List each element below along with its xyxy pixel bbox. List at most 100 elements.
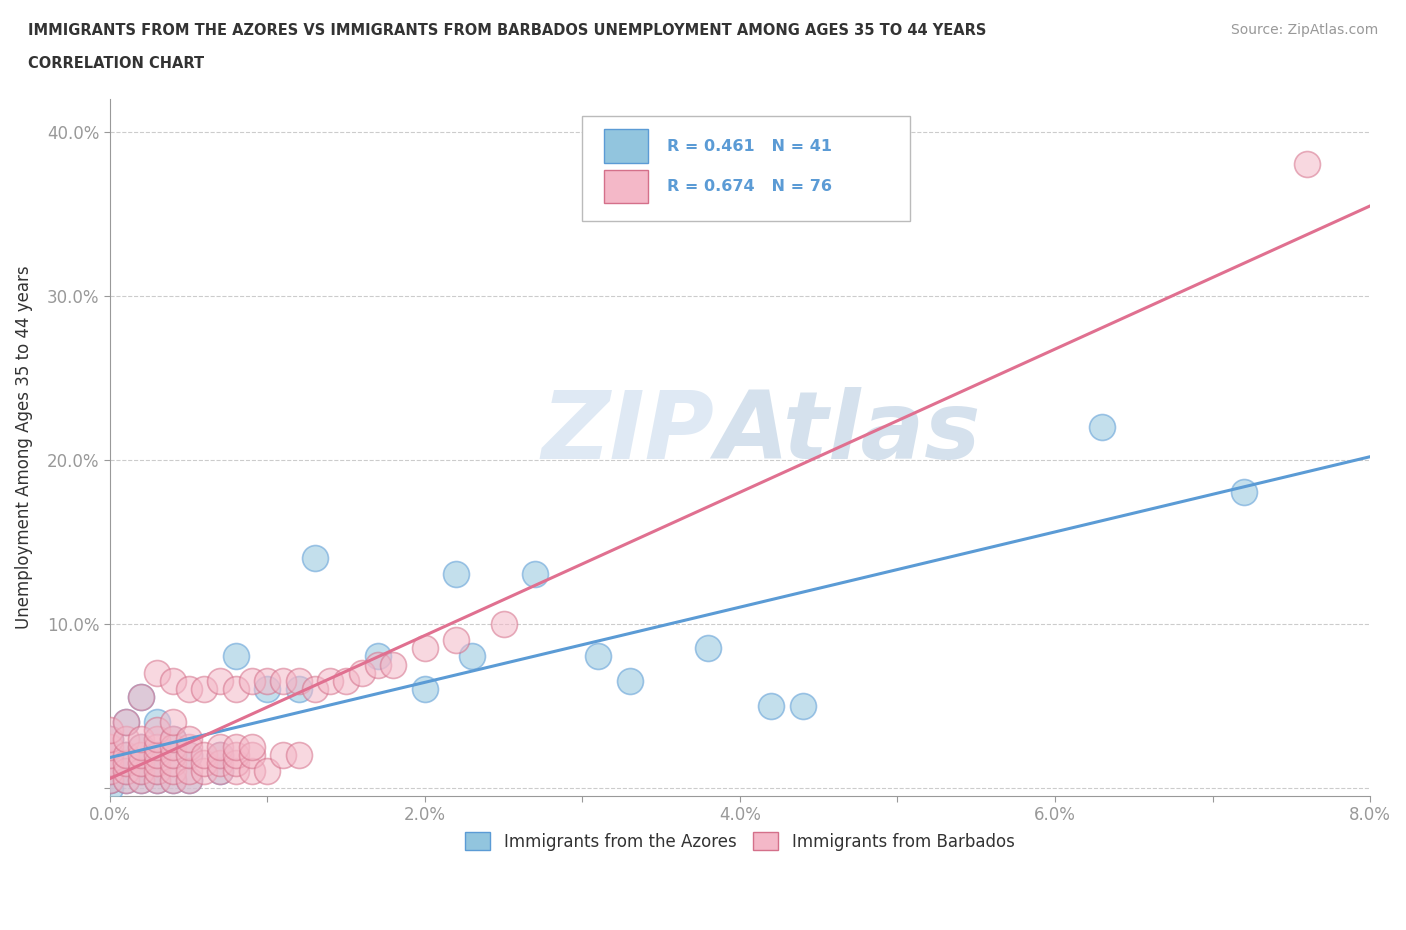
Immigrants from Barbados: [114, 756, 136, 771]
Immigrants from the Azores: [146, 772, 169, 787]
Immigrants from the Azores: [1233, 485, 1256, 499]
Immigrants from Barbados: [162, 756, 184, 771]
Immigrants from the Azores: [131, 764, 153, 778]
Immigrants from Barbados: [114, 731, 136, 746]
Immigrants from the Azores: [1091, 419, 1114, 434]
Immigrants from Barbados: [162, 673, 184, 688]
Immigrants from the Azores: [98, 731, 121, 746]
Immigrants from Barbados: [162, 739, 184, 754]
Immigrants from Barbados: [162, 731, 184, 746]
Immigrants from Barbados: [162, 714, 184, 729]
Immigrants from Barbados: [146, 764, 169, 778]
Text: Source: ZipAtlas.com: Source: ZipAtlas.com: [1230, 23, 1378, 37]
Immigrants from Barbados: [240, 748, 263, 763]
Immigrants from Barbados: [288, 673, 311, 688]
Immigrants from the Azores: [413, 682, 436, 697]
Immigrants from the Azores: [761, 698, 783, 713]
Text: R = 0.674   N = 76: R = 0.674 N = 76: [666, 179, 832, 194]
Immigrants from Barbados: [177, 682, 200, 697]
Immigrants from Barbados: [177, 739, 200, 754]
Immigrants from the Azores: [461, 649, 484, 664]
Immigrants from Barbados: [114, 748, 136, 763]
Immigrants from Barbados: [382, 658, 405, 672]
Y-axis label: Unemployment Among Ages 35 to 44 years: Unemployment Among Ages 35 to 44 years: [15, 265, 32, 629]
Immigrants from Barbados: [225, 682, 247, 697]
Immigrants from Barbados: [367, 658, 389, 672]
Immigrants from Barbados: [131, 756, 153, 771]
Text: R = 0.461   N = 41: R = 0.461 N = 41: [666, 139, 832, 153]
Immigrants from Barbados: [146, 723, 169, 737]
Immigrants from Barbados: [271, 748, 294, 763]
Immigrants from the Azores: [114, 772, 136, 787]
Immigrants from the Azores: [177, 772, 200, 787]
Immigrants from the Azores: [256, 682, 278, 697]
Immigrants from Barbados: [162, 764, 184, 778]
Immigrants from the Azores: [98, 780, 121, 795]
Immigrants from the Azores: [367, 649, 389, 664]
Immigrants from Barbados: [114, 714, 136, 729]
Immigrants from Barbados: [209, 673, 232, 688]
Immigrants from Barbados: [98, 748, 121, 763]
Immigrants from Barbados: [193, 748, 215, 763]
Immigrants from Barbados: [271, 673, 294, 688]
Immigrants from Barbados: [131, 739, 153, 754]
Immigrants from Barbados: [413, 641, 436, 656]
Immigrants from Barbados: [193, 764, 215, 778]
Immigrants from Barbados: [350, 666, 373, 681]
Immigrants from the Azores: [146, 748, 169, 763]
Immigrants from Barbados: [177, 731, 200, 746]
Immigrants from Barbados: [146, 739, 169, 754]
Immigrants from Barbados: [114, 764, 136, 778]
Immigrants from Barbados: [193, 682, 215, 697]
Immigrants from Barbados: [209, 756, 232, 771]
Immigrants from the Azores: [114, 748, 136, 763]
Immigrants from the Azores: [114, 764, 136, 778]
Immigrants from the Azores: [524, 567, 547, 582]
Immigrants from the Azores: [209, 764, 232, 778]
Immigrants from Barbados: [288, 748, 311, 763]
Immigrants from Barbados: [319, 673, 342, 688]
Immigrants from the Azores: [619, 673, 641, 688]
Immigrants from Barbados: [98, 756, 121, 771]
Immigrants from Barbados: [146, 748, 169, 763]
Immigrants from Barbados: [98, 772, 121, 787]
Immigrants from the Azores: [98, 764, 121, 778]
Immigrants from the Azores: [697, 641, 720, 656]
Immigrants from Barbados: [492, 617, 515, 631]
Immigrants from Barbados: [146, 731, 169, 746]
Immigrants from Barbados: [209, 748, 232, 763]
Immigrants from Barbados: [98, 731, 121, 746]
Immigrants from the Azores: [586, 649, 609, 664]
Immigrants from Barbados: [225, 756, 247, 771]
Text: ZIP: ZIP: [541, 388, 714, 479]
Immigrants from Barbados: [446, 632, 468, 647]
Immigrants from the Azores: [131, 690, 153, 705]
Immigrants from Barbados: [177, 764, 200, 778]
Immigrants from Barbados: [131, 690, 153, 705]
Immigrants from the Azores: [209, 748, 232, 763]
Immigrants from the Azores: [792, 698, 814, 713]
Legend: Immigrants from the Azores, Immigrants from Barbados: Immigrants from the Azores, Immigrants f…: [458, 826, 1021, 857]
Immigrants from the Azores: [304, 551, 326, 565]
Immigrants from the Azores: [162, 748, 184, 763]
Immigrants from the Azores: [98, 772, 121, 787]
Immigrants from Barbados: [98, 739, 121, 754]
Immigrants from the Azores: [114, 714, 136, 729]
Immigrants from Barbados: [240, 673, 263, 688]
FancyBboxPatch shape: [582, 116, 910, 220]
Immigrants from Barbados: [146, 666, 169, 681]
Immigrants from Barbados: [225, 739, 247, 754]
Immigrants from Barbados: [256, 673, 278, 688]
Immigrants from the Azores: [225, 649, 247, 664]
Text: CORRELATION CHART: CORRELATION CHART: [28, 56, 204, 71]
Immigrants from Barbados: [131, 772, 153, 787]
Immigrants from the Azores: [146, 764, 169, 778]
Immigrants from Barbados: [209, 764, 232, 778]
Immigrants from the Azores: [131, 772, 153, 787]
Immigrants from Barbados: [209, 739, 232, 754]
Immigrants from Barbados: [256, 764, 278, 778]
Immigrants from Barbados: [240, 739, 263, 754]
Immigrants from the Azores: [177, 748, 200, 763]
Immigrants from the Azores: [131, 739, 153, 754]
Immigrants from Barbados: [131, 748, 153, 763]
